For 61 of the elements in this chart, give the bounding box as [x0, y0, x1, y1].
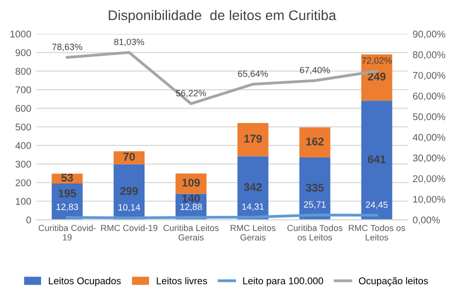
data-label: 10,14: [118, 204, 140, 212]
bar: [114, 151, 145, 164]
data-label: 24,45: [366, 202, 388, 209]
y-tick-label: 700: [16, 86, 31, 94]
y-tick-label: 100: [16, 198, 31, 205]
y-tick-label: 500: [16, 124, 31, 130]
bar: [361, 100, 392, 220]
legend-label: Leitos livres: [156, 277, 208, 284]
x-tick-label: RMC Leitos Gerais: [230, 224, 276, 240]
data-label: 162: [306, 138, 324, 146]
y2-tick-label: 30,00%: [412, 154, 446, 163]
x-tick-label: Curitiba Covid- 19: [38, 224, 96, 240]
y-tick-label: 0: [26, 216, 31, 224]
y2-tick-label: 0,00%: [412, 216, 440, 225]
data-label: 12,88: [180, 204, 202, 212]
y2-tick-label: 90,00%: [413, 30, 446, 39]
data-label: 14,31: [242, 203, 264, 211]
legend-label: Leitos Ocupados: [48, 277, 121, 286]
chart-title: Disponibilidade de leitos em Curitiba: [108, 10, 336, 23]
data-label: 78,63%: [52, 44, 82, 52]
y2-tick-label: 20,00%: [413, 175, 446, 184]
y2-tick-label: 10,00%: [413, 196, 446, 204]
data-label: 335: [306, 184, 324, 192]
y2-tick-label: 40,00%: [412, 134, 446, 142]
y2-tick-label: 50,00%: [412, 113, 446, 122]
x-tick-label: Curitiba Todos os Leitos: [287, 224, 342, 240]
x-tick-label: RMC Covid-19: [101, 224, 158, 232]
data-label: 140: [182, 194, 200, 202]
data-label: 109: [182, 178, 200, 187]
data-label: 72,02%: [362, 57, 392, 65]
x-tick-label: RMC Todos os Leitos: [348, 224, 406, 240]
legend-label: Ocupação leitos: [358, 277, 428, 286]
bar: [176, 174, 206, 194]
data-label: 25,71: [304, 201, 326, 209]
bar: [237, 122, 268, 156]
data-label: 249: [368, 72, 386, 80]
data-label: 641: [368, 155, 386, 164]
y-tick-label: 900: [16, 49, 31, 56]
data-label: 179: [244, 134, 262, 143]
y-tick-label: 200: [16, 179, 31, 186]
data-label: 53: [61, 174, 73, 182]
y-tick-label: 400: [15, 142, 31, 150]
data-label: 299: [120, 187, 138, 195]
y-tick-label: 1000: [10, 30, 31, 38]
data-label: 342: [244, 183, 262, 191]
y2-tick-label: 60,00%: [413, 92, 446, 101]
y-tick-label: 800: [16, 68, 31, 75]
data-label: 195: [58, 189, 76, 198]
data-label: 70: [123, 152, 135, 161]
data-label: 12,83: [56, 204, 78, 212]
data-label: 67,40%: [300, 66, 330, 74]
y2-tick-label: 80,00%: [412, 51, 446, 60]
y2-tick-label: 70,00%: [413, 72, 446, 80]
bar: [299, 127, 330, 158]
x-tick-label: Curitiba Leitos Gerais: [163, 224, 219, 240]
y-tick-label: 600: [16, 105, 31, 112]
data-label: 56,22%: [176, 90, 206, 98]
legend-label: Leito para 100.000: [243, 277, 324, 286]
data-label: 81,03%: [114, 38, 144, 46]
data-label: 65,64%: [238, 70, 268, 78]
y-tick-label: 300: [16, 160, 31, 168]
